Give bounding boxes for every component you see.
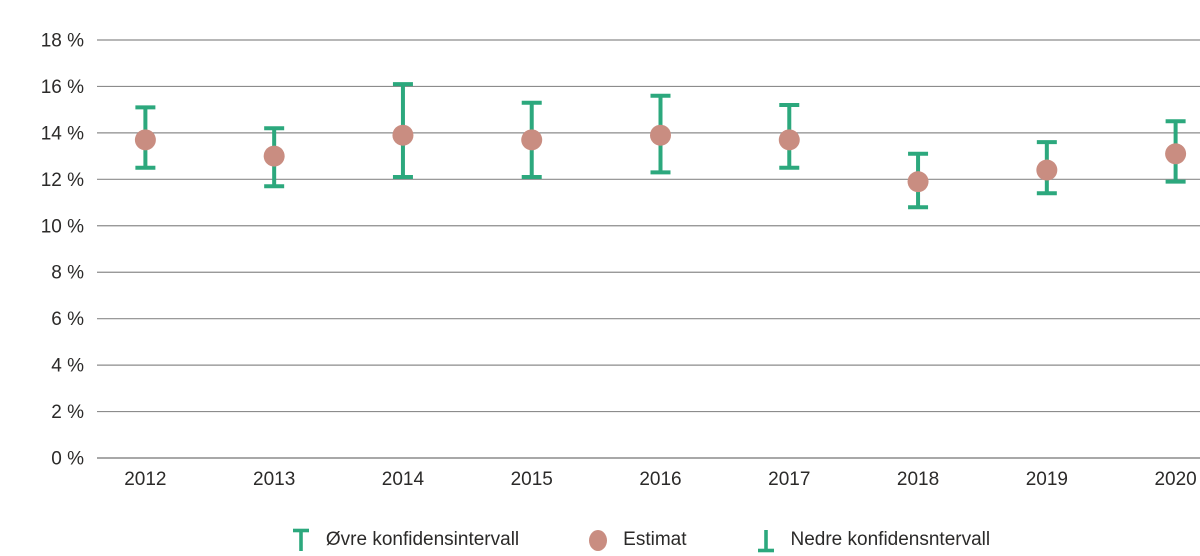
estimate-icon <box>589 529 608 551</box>
confidence-interval-chart: 0 % 2 % 4 % 6 % 8 % 10 % 12 % 14 % 16 % 18 % 2012 2… <box>40 16 1200 556</box>
estimate-point <box>134 129 156 151</box>
estimate-point <box>521 129 543 151</box>
x-axis-year-label: 2017 <box>768 469 810 490</box>
estimate-point <box>650 124 671 146</box>
y-axis-tick-label: 6 % <box>51 309 84 330</box>
chart-canvas: 0 % 2 % 4 % 6 % 8 % 10 % 12 % 14 % 16 % 18 % 2012 2… <box>41 31 1200 490</box>
estimate-point <box>1036 159 1058 181</box>
y-axis-tick-label: 14 % <box>41 123 84 144</box>
x-axis-year-label: 2020 <box>1154 469 1196 490</box>
y-axis-tick-label: 10 % <box>41 216 84 237</box>
x-axis-year-label: 2014 <box>382 469 425 490</box>
legend-label-estimate: Estimat <box>623 529 687 550</box>
legend-item-lower-ci: Nedre konfidensntervall <box>755 527 991 554</box>
upper-ci-icon <box>292 528 309 551</box>
y-axis-tick-label: 12 % <box>41 170 84 191</box>
estimate-point <box>392 124 414 146</box>
x-axis-year-label: 2019 <box>1026 469 1068 490</box>
y-axis-tick-label: 0 % <box>51 449 84 470</box>
x-axis-year-label: 2018 <box>897 469 939 490</box>
estimate-point <box>1165 143 1187 165</box>
chart-legend: Øvre konfidensintervall Estimat Nedre ko… <box>40 508 1200 556</box>
legend-item-upper-ci: Øvre konfidensintervall <box>290 527 519 554</box>
estimate-point <box>778 129 800 151</box>
x-axis-year-label: 2013 <box>253 469 295 490</box>
legend-label-lower-ci: Nedre konfidensntervall <box>790 529 991 550</box>
y-axis-tick-label: 16 % <box>41 77 84 98</box>
y-axis-tick-label: 4 % <box>51 356 84 377</box>
estimate-point <box>263 145 285 167</box>
y-axis-tick-label: 2 % <box>51 402 84 423</box>
lower-ci-icon <box>757 529 774 552</box>
y-axis-tick-label: 8 % <box>51 263 84 284</box>
estimate-point <box>907 171 929 193</box>
legend-label-upper-ci: Øvre konfidensintervall <box>325 529 520 550</box>
legend-item-estimate: Estimat <box>587 527 687 554</box>
x-axis-year-label: 2012 <box>124 469 166 490</box>
x-axis-year-label: 2016 <box>639 469 681 490</box>
x-axis-year-label: 2015 <box>511 469 553 490</box>
y-axis-tick-label: 18 % <box>41 31 84 52</box>
